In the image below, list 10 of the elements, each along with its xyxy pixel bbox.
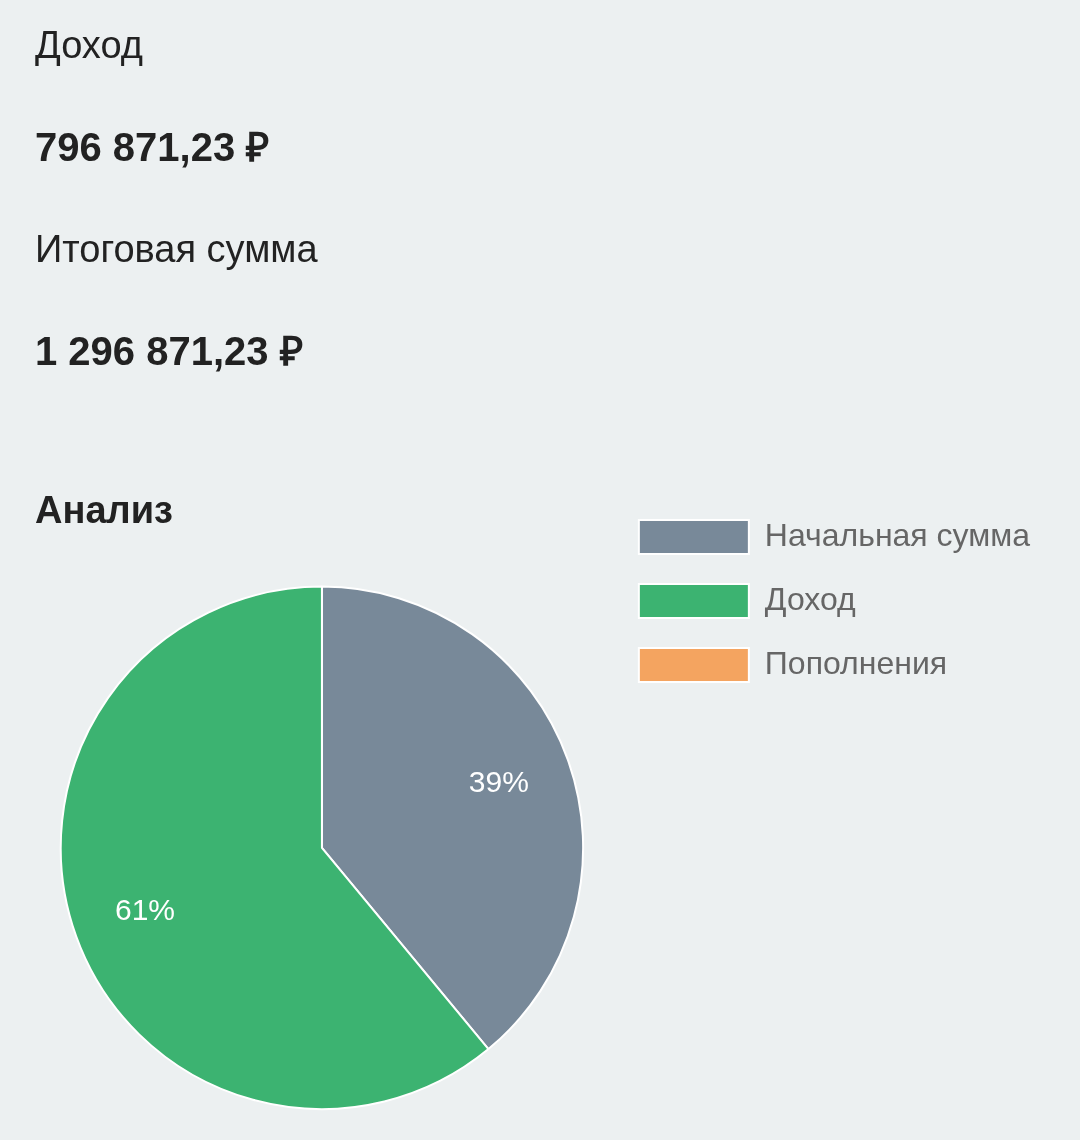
- text: Доход: [35, 23, 144, 68]
- legend-label: Доход: [764, 580, 857, 617]
- data-label: 39%: [468, 765, 529, 799]
- chart-title: Анализ: [35, 489, 173, 532]
- legend-label: Начальная сумма: [764, 516, 1031, 553]
- text: Итоговая сумма: [35, 227, 319, 272]
- text: 796 871,23 ₽: [35, 124, 271, 171]
- legend-label: Пополнения: [764, 644, 948, 681]
- text: 1 296 871,23 ₽: [35, 328, 304, 375]
- data-label: 61%: [114, 892, 176, 926]
